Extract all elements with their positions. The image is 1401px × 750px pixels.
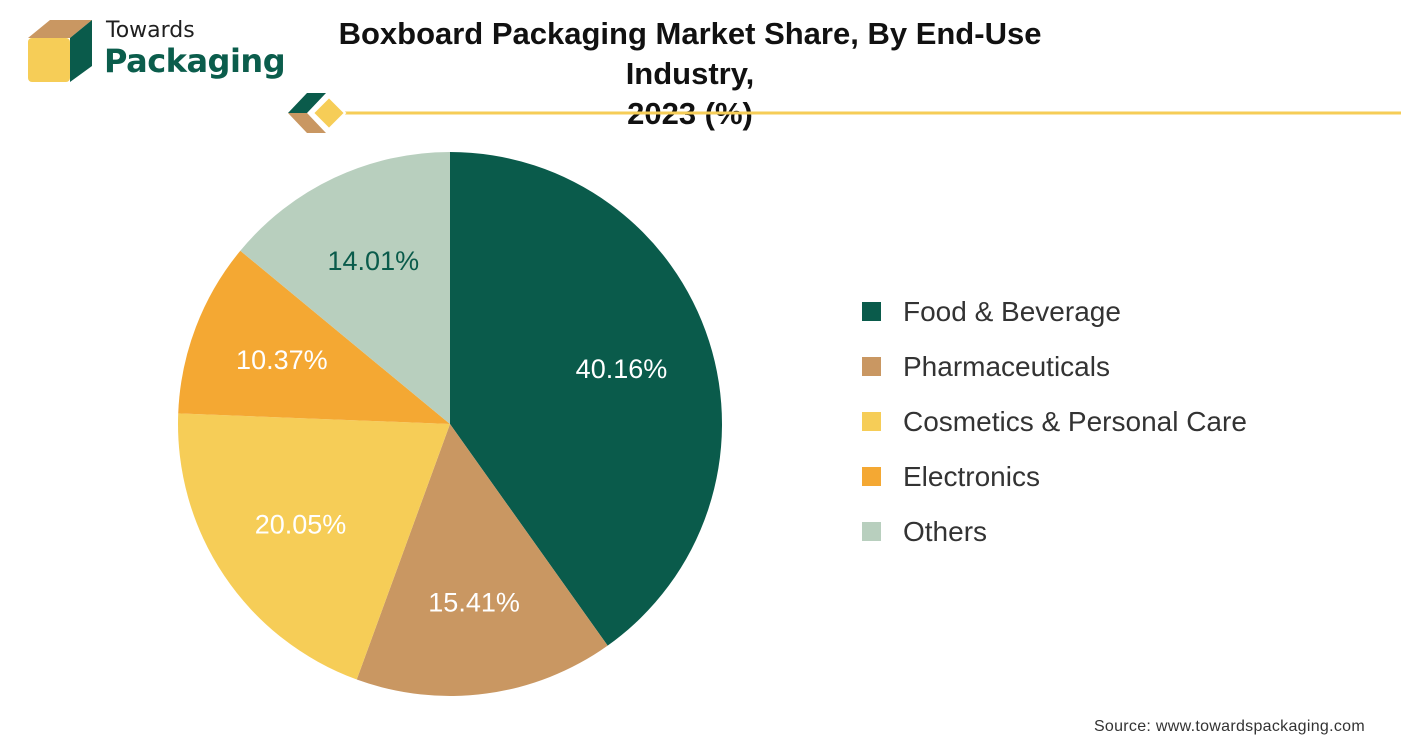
pie-label-food-beverage: 40.16% (576, 354, 668, 384)
pie-slice-electronics (178, 250, 450, 424)
brand-name-bottom: Packaging (104, 42, 286, 80)
legend-swatch (862, 357, 881, 376)
legend-label: Others (903, 515, 988, 547)
pie-slice-food-beverage (450, 152, 722, 646)
divider-diamond-dark (288, 93, 326, 113)
pie-label-others: 14.01% (328, 246, 420, 276)
legend-item-pharmaceuticals: Pharmaceuticals (862, 339, 1247, 394)
legend-swatch (862, 412, 881, 431)
box-logo-icon (28, 20, 92, 82)
legend-swatch (862, 302, 881, 321)
pie-slice-others (240, 152, 450, 424)
divider-diamond-yellow (311, 95, 347, 131)
pie-slice-pharmaceuticals (356, 424, 608, 697)
pie-slice-cosmetics-personal-care (178, 413, 450, 680)
pie-label-pharmaceuticals: 15.41% (428, 587, 520, 617)
pie-chart: 40.16% 15.41% 20.05% 10.37% 14.01% (178, 152, 722, 697)
legend-label: Electronics (903, 460, 1040, 492)
legend-label: Pharmaceuticals (903, 350, 1110, 382)
divider-diamond-brown (288, 113, 326, 133)
legend-label: Food & Beverage (903, 295, 1121, 327)
brand-logo: Towards Packaging (26, 18, 286, 88)
pie-label-cosmetics-personal-care: 20.05% (255, 509, 347, 539)
source-note: Source: www.towardspackaging.com (1093, 718, 1365, 735)
legend-label: Cosmetics & Personal Care (903, 405, 1247, 437)
pie-label-electronics: 10.37% (236, 345, 328, 375)
legend-item-others: Others (862, 504, 1247, 559)
title-divider (288, 93, 1401, 133)
chart-title-line1: Boxboard Packaging Market Share, By End-… (338, 16, 1042, 91)
legend-item-cosmetics-personal-care: Cosmetics & Personal Care (862, 394, 1247, 449)
chart-legend: Food & Beverage Pharmaceuticals Cosmetics … (862, 284, 1247, 559)
brand-name-top: Towards (106, 18, 195, 43)
legend-item-food-beverage: Food & Beverage (862, 284, 1247, 339)
legend-swatch (862, 522, 881, 541)
legend-item-electronics: Electronics (862, 449, 1247, 504)
legend-swatch (862, 467, 881, 486)
